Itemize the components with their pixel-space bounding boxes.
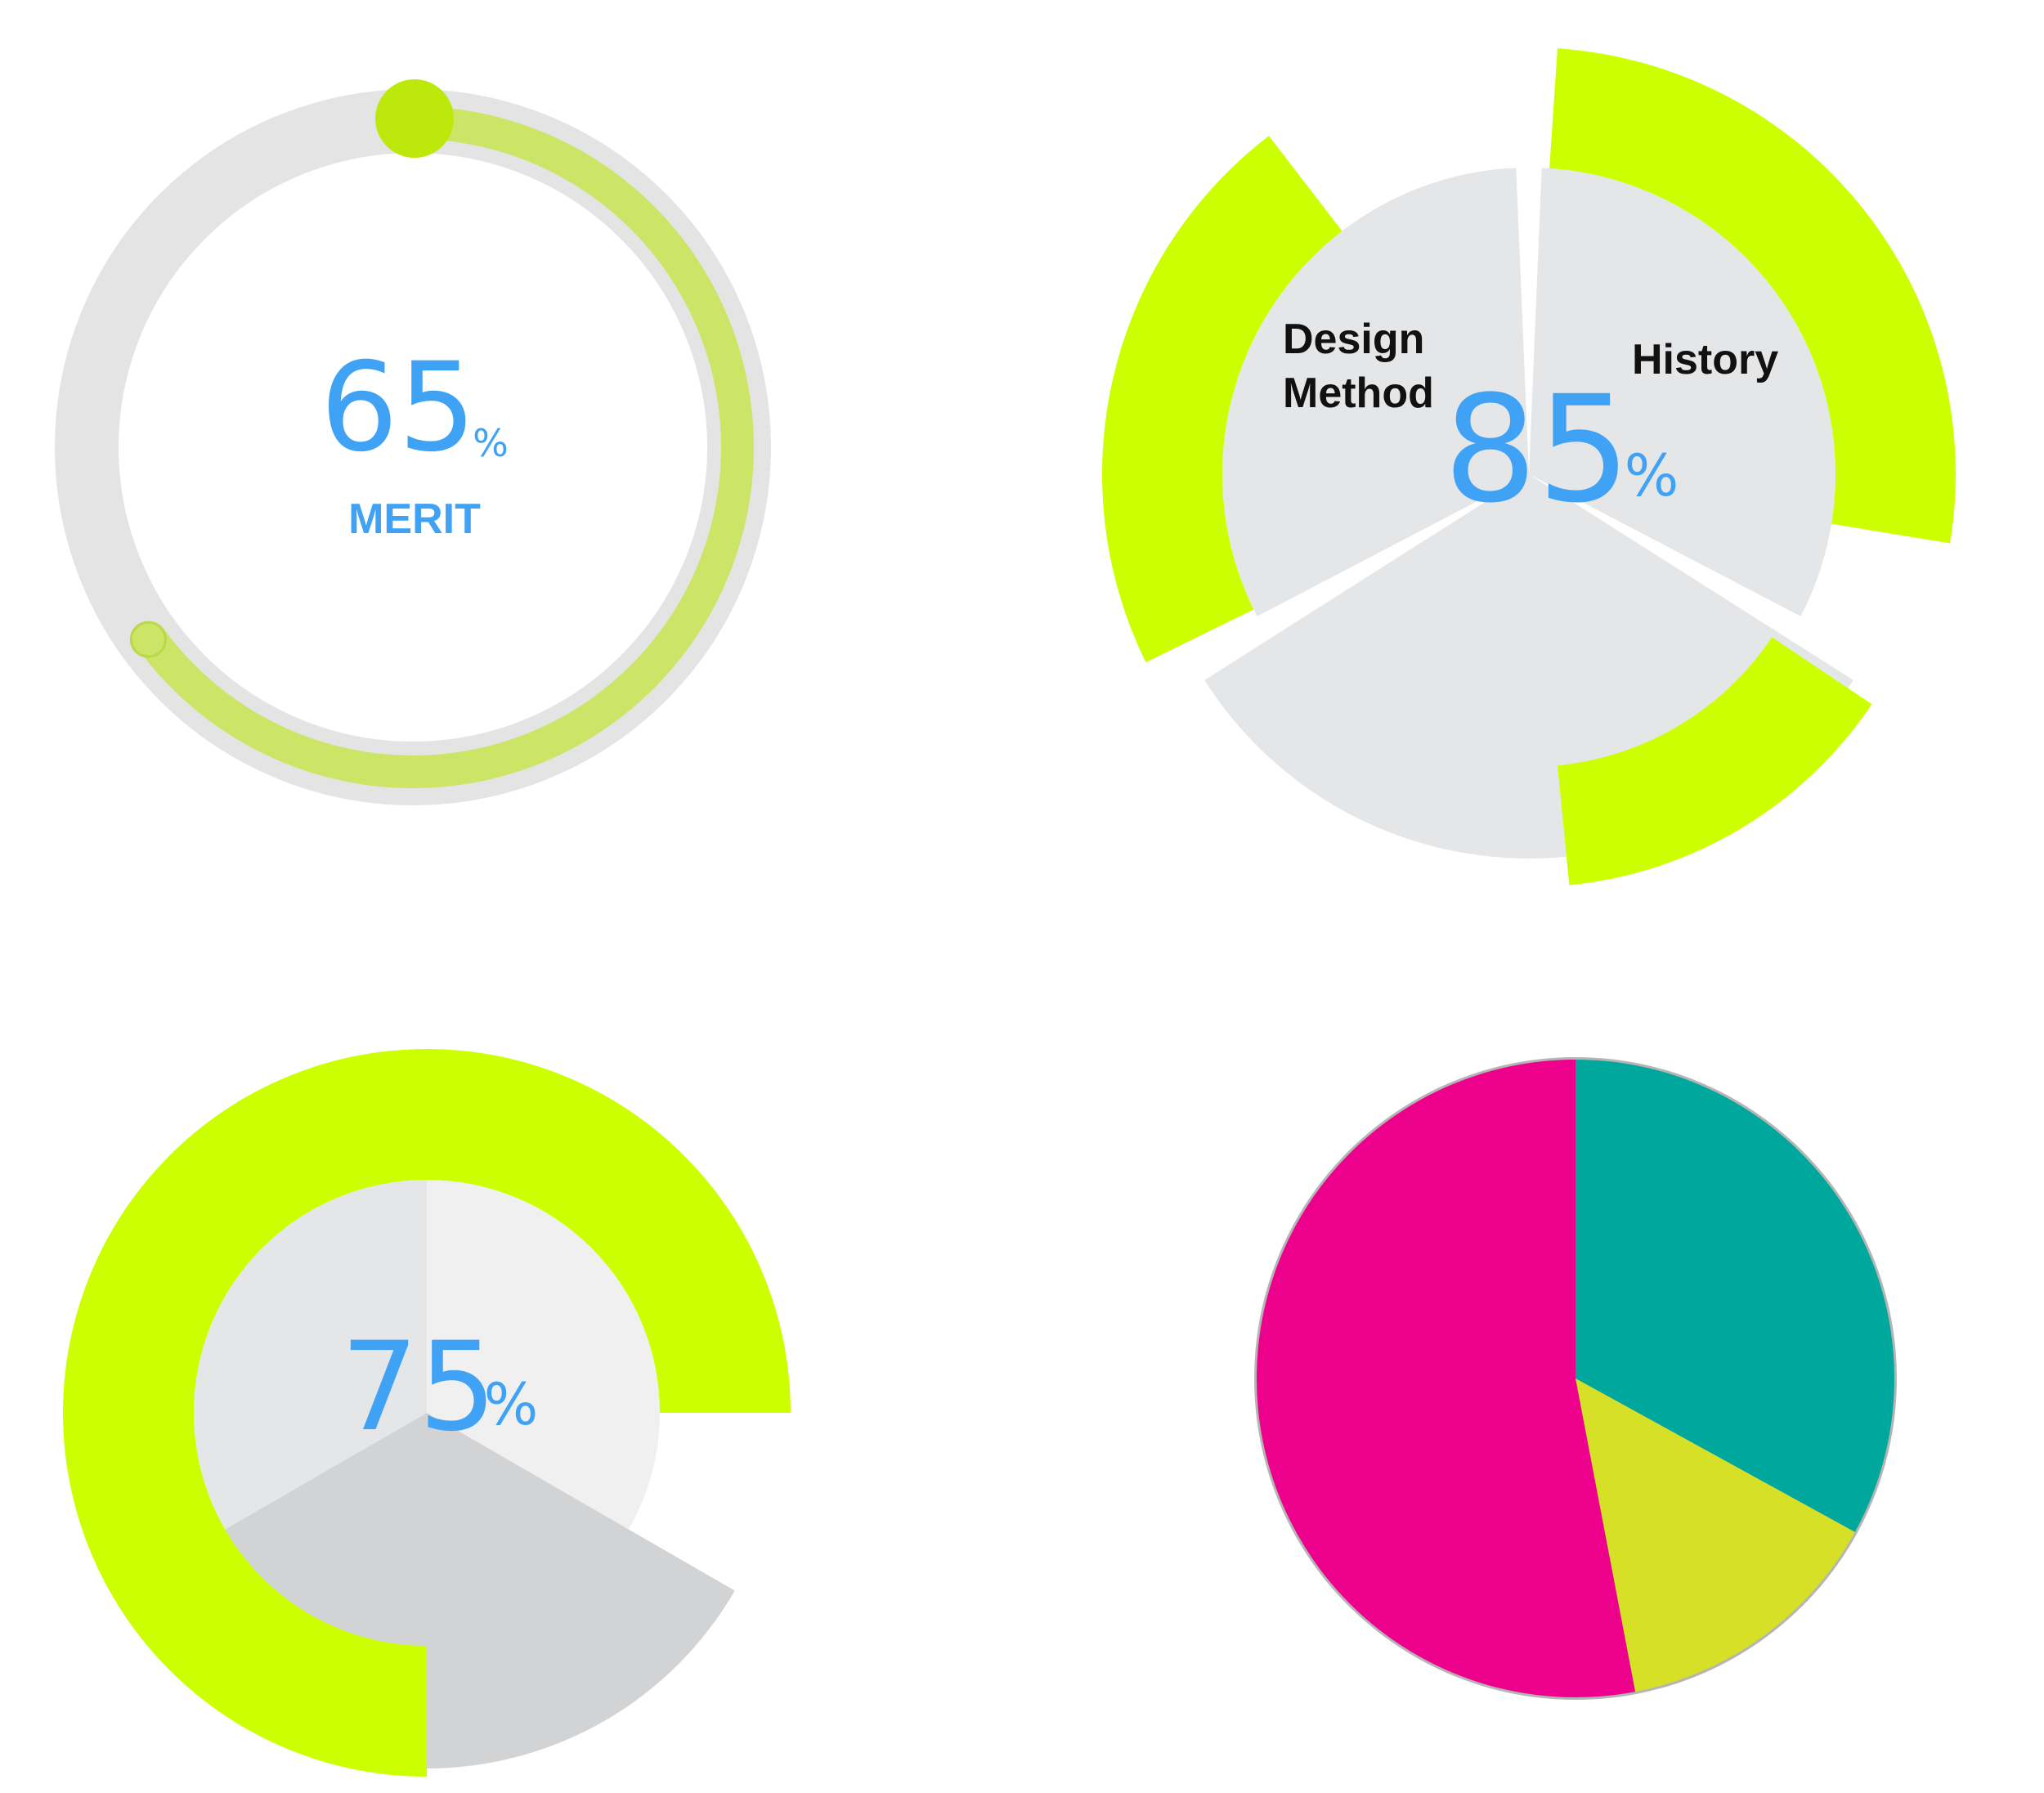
segmented-unit: %	[1625, 442, 1679, 509]
merit-label: MERIT	[348, 495, 481, 543]
pie-chart	[1254, 1057, 1897, 1700]
segment-label-history: History	[1632, 336, 1778, 383]
sector-history	[1529, 168, 1836, 616]
pie-slice-magenta	[1257, 1060, 1636, 1697]
merit-unit: %	[473, 421, 509, 465]
progress-arc	[133, 106, 754, 788]
arc-design-method	[1101, 136, 1342, 663]
pie-slice-yellow	[1576, 1378, 1855, 1692]
inner-sector-top-left	[194, 1180, 427, 1530]
pie-slice-teal	[1576, 1060, 1894, 1532]
merit-progress-ring: 65 % MERIT	[55, 79, 771, 805]
ring-value: 75	[341, 1316, 497, 1459]
segment-arcs	[1101, 48, 1956, 885]
progress-end-dot	[129, 621, 167, 658]
merit-value: 65	[320, 337, 477, 479]
progress-knob[interactable]	[375, 79, 454, 158]
seventy-five-ring: 75 %	[63, 1049, 791, 1777]
arc-vis-comm	[1558, 637, 1872, 885]
arc-history	[1549, 48, 1956, 544]
segment-labels: Design Method History	[1283, 316, 1778, 417]
inner-sector-top-right	[427, 1180, 661, 1530]
sector-design-method	[1222, 168, 1529, 616]
segmented-value: 85	[1443, 365, 1630, 536]
pie-slices	[1257, 1060, 1894, 1697]
segment-label-design-method: Design Method	[1283, 316, 1437, 417]
ring-unit: %	[484, 1371, 539, 1438]
segmented-ring-chart: Design Method History 85 %	[1101, 48, 1956, 885]
progress-ring-arc	[63, 1049, 791, 1777]
